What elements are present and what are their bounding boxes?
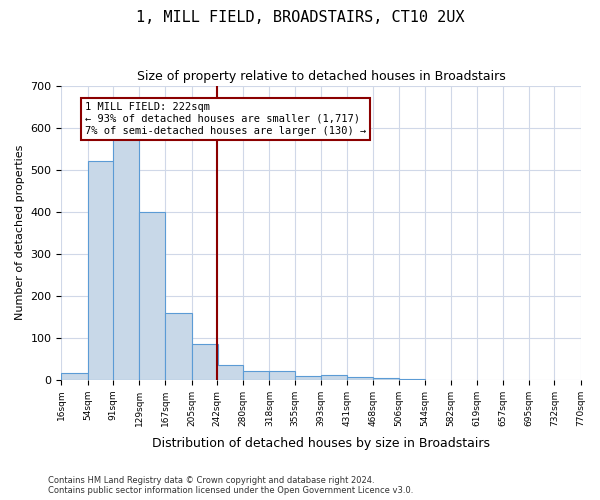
Bar <box>269 370 295 380</box>
Bar <box>166 312 191 380</box>
Bar <box>61 374 88 380</box>
Bar <box>347 377 373 380</box>
Bar <box>295 376 321 380</box>
Bar <box>399 378 425 380</box>
Text: 1, MILL FIELD, BROADSTAIRS, CT10 2UX: 1, MILL FIELD, BROADSTAIRS, CT10 2UX <box>136 10 464 25</box>
X-axis label: Distribution of detached houses by size in Broadstairs: Distribution of detached houses by size … <box>152 437 490 450</box>
Y-axis label: Number of detached properties: Number of detached properties <box>15 145 25 320</box>
Bar <box>113 136 139 380</box>
Bar <box>139 212 166 380</box>
Bar <box>217 365 243 380</box>
Bar <box>88 161 114 380</box>
Title: Size of property relative to detached houses in Broadstairs: Size of property relative to detached ho… <box>137 70 505 83</box>
Bar <box>191 344 218 380</box>
Bar <box>321 374 347 380</box>
Bar <box>373 378 399 380</box>
Text: 1 MILL FIELD: 222sqm
← 93% of detached houses are smaller (1,717)
7% of semi-det: 1 MILL FIELD: 222sqm ← 93% of detached h… <box>85 102 366 136</box>
Bar <box>243 372 269 380</box>
Text: Contains HM Land Registry data © Crown copyright and database right 2024.
Contai: Contains HM Land Registry data © Crown c… <box>48 476 413 495</box>
